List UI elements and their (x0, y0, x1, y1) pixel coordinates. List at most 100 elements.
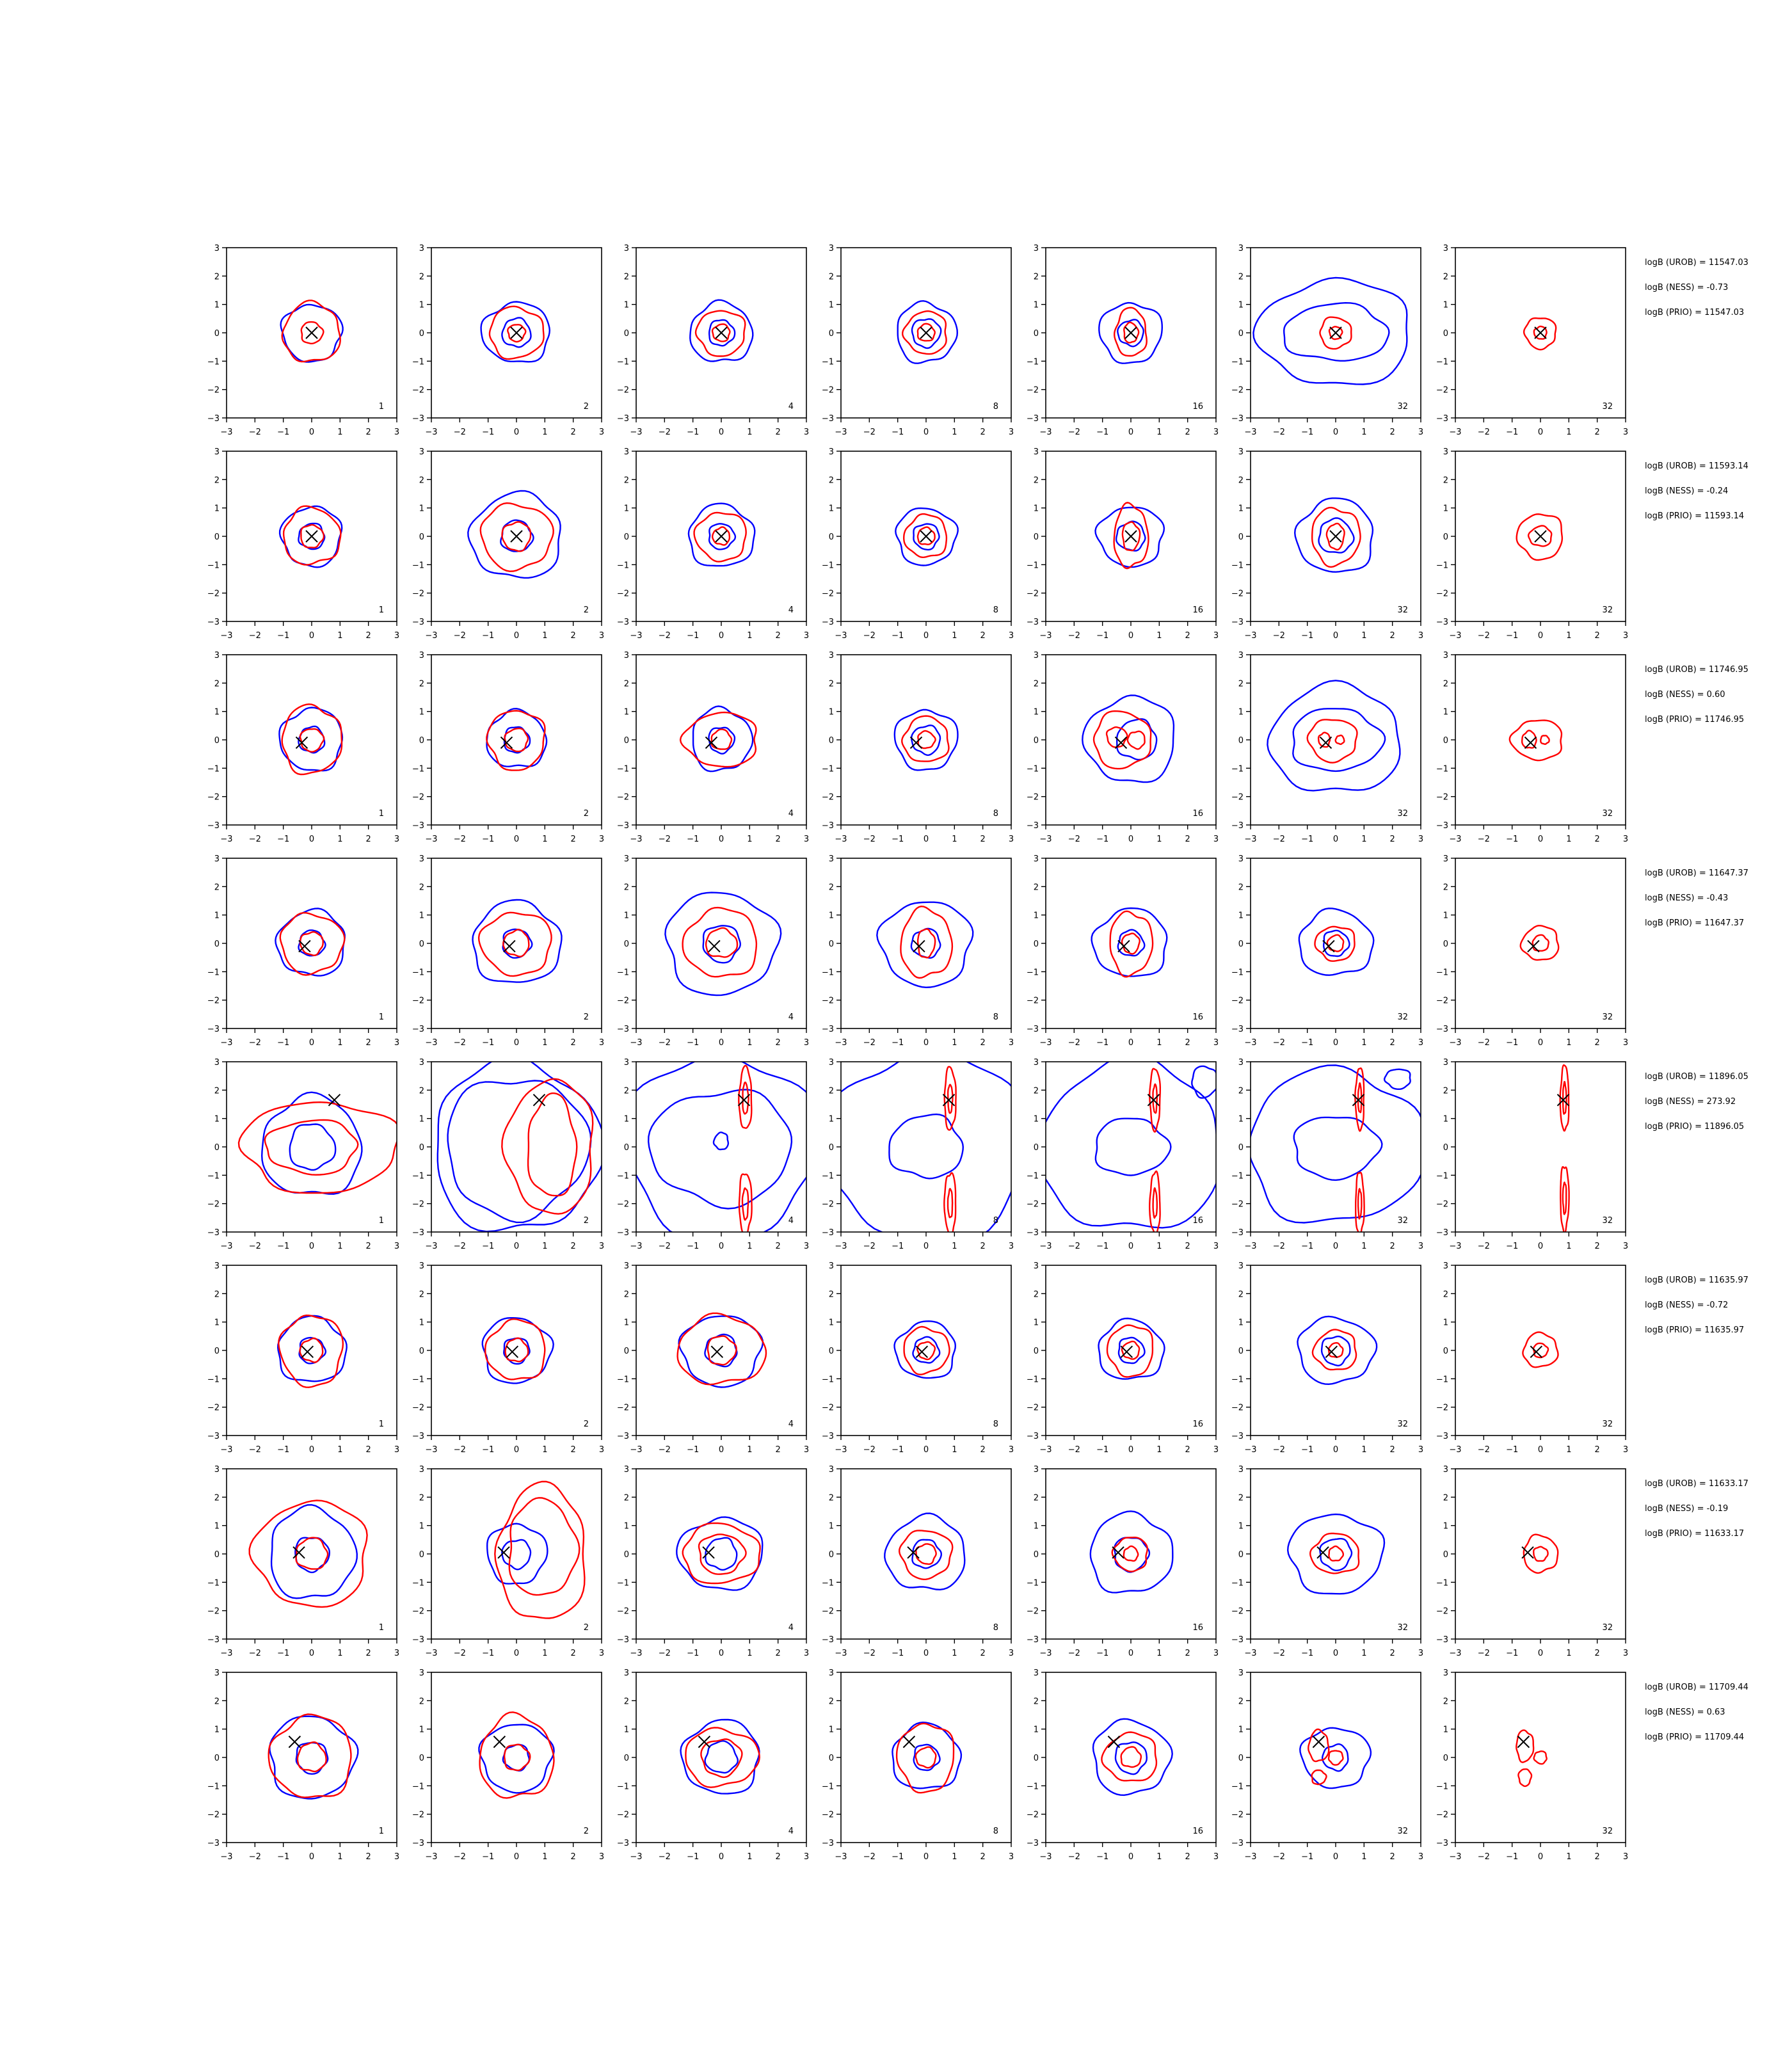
x-tick-label: −3 (630, 1038, 642, 1048)
x-tick-label: 0 (1538, 428, 1543, 437)
panel-sample-label: 4 (788, 605, 794, 615)
true-parameter-marker (737, 1094, 751, 1107)
x-tick-label: −1 (1301, 631, 1313, 641)
panel-r1-c3: −3−3 −2 −2 −1 −1 0 0 1 1 2 2 3 3 4 (617, 244, 809, 437)
red-contour (698, 1533, 747, 1575)
red-contour (264, 1119, 359, 1176)
x-tick-label: −2 (1068, 835, 1080, 844)
y-tick-label: −3 (1231, 1839, 1244, 1848)
y-tick-label: 1 (1443, 708, 1448, 717)
panel-r1-c6: −3−3 −2 −2 −1 −1 0 0 1 1 2 2 3 3 32 (1231, 244, 1423, 437)
red-contour (1532, 1546, 1549, 1562)
y-tick-label: −2 (1027, 589, 1039, 599)
y-tick-label: 3 (1238, 1261, 1244, 1271)
blue-contour (1318, 517, 1355, 554)
y-tick-label: 2 (1034, 1086, 1039, 1096)
panel-r4-c4: −3−3 −2 −2 −1 −1 0 0 1 1 2 2 3 3 8 (822, 854, 1014, 1048)
x-tick-label: 2 (366, 1242, 371, 1251)
y-tick-label: −2 (412, 1607, 424, 1617)
red-contour (902, 513, 948, 559)
x-tick-label: −2 (454, 1445, 466, 1455)
y-tick-label: −2 (617, 1607, 629, 1617)
blue-contour (692, 705, 754, 772)
x-tick-label: 0 (1538, 835, 1543, 844)
panel-r6-c7: −3−3 −2 −2 −1 −1 0 0 1 1 2 2 3 3 32 (1436, 1261, 1628, 1455)
panel-sample-label: 32 (1397, 402, 1408, 412)
x-tick-label: 1 (747, 835, 752, 844)
y-tick-label: 2 (1238, 679, 1244, 689)
y-tick-label: 3 (419, 244, 424, 253)
x-tick-label: −2 (1478, 428, 1490, 437)
contour-layer (1286, 1513, 1386, 1595)
x-tick-label: −2 (249, 1649, 261, 1658)
y-tick-label: 0 (829, 940, 834, 949)
y-tick-label: 0 (1443, 1347, 1448, 1356)
y-tick-label: 1 (829, 1115, 834, 1124)
true-parameter-marker (1322, 940, 1335, 953)
y-tick-label: 0 (1443, 1550, 1448, 1560)
true-parameter-marker (295, 736, 308, 749)
red-contour (1311, 1769, 1327, 1786)
y-tick-label: 0 (1443, 736, 1448, 746)
blue-contour (269, 1715, 359, 1800)
red-contour (685, 1727, 760, 1788)
true-parameter-marker (1329, 530, 1342, 543)
red-contour (1519, 924, 1560, 961)
x-tick-label: 1 (1566, 835, 1571, 844)
y-tick-label: 0 (214, 1754, 220, 1763)
x-tick-label: 2 (1390, 1038, 1395, 1048)
y-tick-label: 3 (1034, 1465, 1039, 1475)
y-tick-label: 3 (829, 1668, 834, 1678)
panel-sample-label: 32 (1397, 1216, 1408, 1226)
y-tick-label: 0 (419, 329, 424, 339)
y-tick-label: 1 (419, 1522, 424, 1532)
y-tick-label: −3 (1027, 618, 1039, 627)
true-parameter-marker (1120, 1345, 1133, 1358)
x-tick-label: 2 (1595, 1649, 1600, 1658)
blue-contour (1321, 1743, 1349, 1772)
y-tick-label: −3 (617, 821, 629, 831)
x-tick-label: 2 (571, 835, 576, 844)
y-tick-label: −3 (1231, 1432, 1244, 1441)
true-parameter-marker (301, 1345, 314, 1358)
x-tick-label: −3 (1244, 1852, 1256, 1862)
y-tick-label: 2 (1443, 1493, 1448, 1503)
y-tick-label: 0 (1238, 940, 1244, 949)
x-tick-label: 2 (571, 631, 576, 641)
x-tick-label: 2 (1185, 428, 1190, 437)
x-tick-label: −3 (1039, 1038, 1052, 1048)
y-tick-label: 1 (1034, 1115, 1039, 1124)
x-tick-label: 2 (1390, 1242, 1395, 1251)
y-tick-label: −2 (1436, 996, 1448, 1006)
x-tick-label: 3 (1009, 428, 1014, 437)
y-tick-label: 1 (214, 708, 220, 717)
x-tick-label: 0 (309, 1852, 314, 1862)
x-tick-label: 1 (337, 1038, 342, 1048)
y-tick-label: 1 (1238, 1725, 1244, 1735)
y-tick-label: 3 (1034, 1668, 1039, 1678)
x-tick-label: −2 (863, 1242, 876, 1251)
true-parameter-marker (1530, 1345, 1543, 1358)
true-parameter-marker (506, 1345, 519, 1358)
blue-contour (911, 318, 942, 349)
panel-sample-label: 4 (788, 1420, 794, 1429)
y-tick-label: 2 (624, 1493, 629, 1503)
y-tick-label: 2 (1034, 679, 1039, 689)
x-tick-label: −2 (249, 1038, 261, 1048)
panel-sample-label: 8 (993, 1012, 998, 1022)
y-tick-label: 2 (1238, 883, 1244, 892)
red-contour (901, 715, 950, 762)
red-contour (486, 710, 546, 771)
x-tick-label: −3 (220, 1038, 232, 1048)
y-tick-label: −1 (822, 1578, 834, 1588)
y-tick-label: 1 (829, 301, 834, 310)
contour-layer (1092, 1718, 1173, 1796)
blue-contour (708, 523, 737, 550)
x-tick-label: 1 (337, 631, 342, 641)
x-tick-label: 2 (776, 1445, 781, 1455)
x-tick-label: −1 (1096, 428, 1108, 437)
y-tick-label: −3 (822, 618, 834, 627)
y-tick-label: −2 (617, 1404, 629, 1413)
y-tick-label: 3 (214, 854, 220, 864)
red-contour (738, 1064, 753, 1129)
